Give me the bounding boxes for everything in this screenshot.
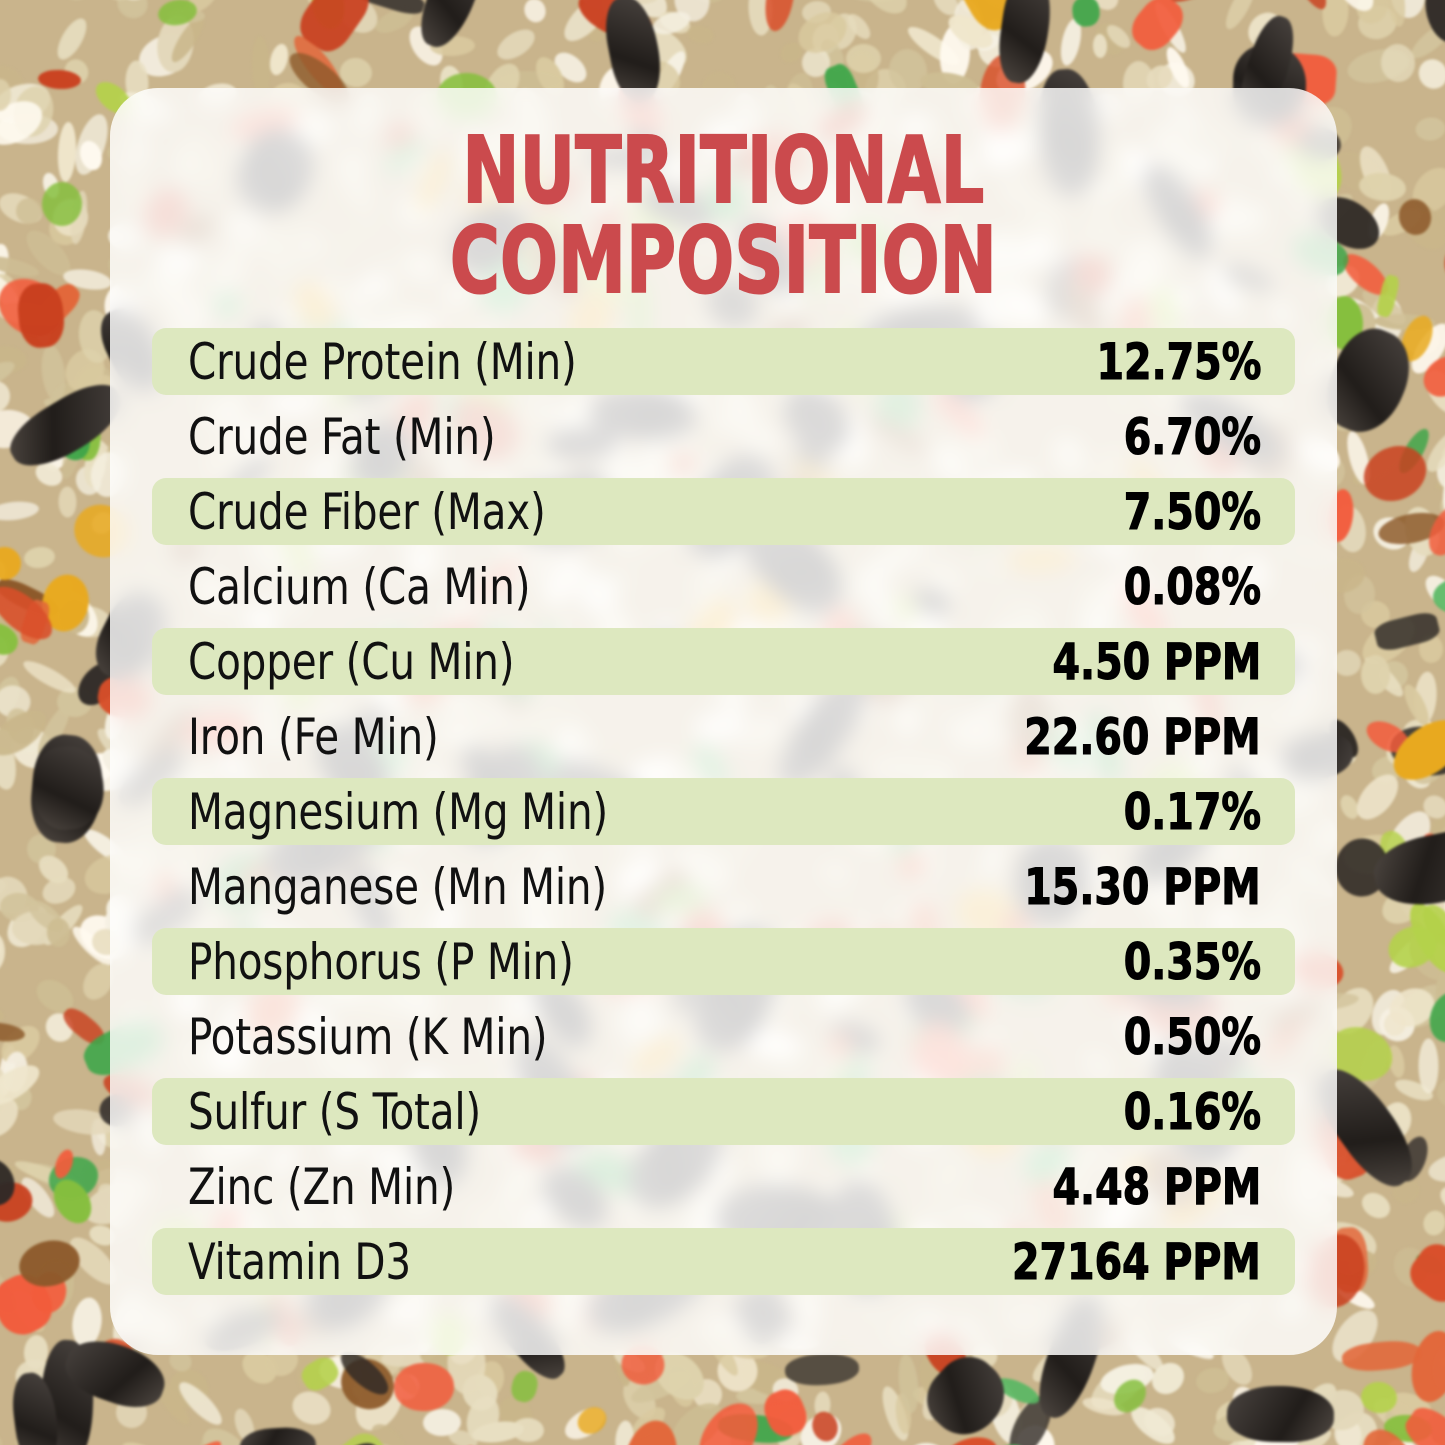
nutrient-value: 15.30 PPM xyxy=(1024,857,1261,916)
nutrient-value: 12.75% xyxy=(1096,332,1262,391)
nutrient-value: 0.17% xyxy=(1123,782,1261,841)
table-row: Vitamin D3 27164 PPM xyxy=(152,1228,1295,1295)
nutrient-value: 7.50% xyxy=(1123,482,1261,541)
nutrient-label: Sulfur (S Total) xyxy=(188,1082,482,1141)
nutrient-label: Magnesium (Mg Min) xyxy=(188,782,609,841)
nutrient-label: Crude Fat (Min) xyxy=(188,407,496,466)
nutrient-label: Manganese (Mn Min) xyxy=(188,857,608,916)
nutrient-value: 0.08% xyxy=(1123,557,1261,616)
nutrient-label: Iron (Fe Min) xyxy=(188,707,439,766)
table-row: Potassium (K Min) 0.50% xyxy=(152,1003,1295,1070)
table-row: Phosphorus (P Min) 0.35% xyxy=(152,928,1295,995)
nutrient-value: 22.60 PPM xyxy=(1024,707,1261,766)
nutrient-label: Copper (Cu Min) xyxy=(188,632,515,691)
nutrient-label: Crude Protein (Min) xyxy=(188,332,577,391)
nutrient-label: Vitamin D3 xyxy=(188,1232,411,1291)
nutrient-value: 4.50 PPM xyxy=(1052,632,1262,691)
nutrient-label: Crude Fiber (Max) xyxy=(188,482,546,541)
nutrient-label: Calcium (Ca Min) xyxy=(188,557,531,616)
nutrition-table: Crude Protein (Min) 12.75% Crude Fat (Min)… xyxy=(152,328,1295,1303)
nutrient-value: 0.16% xyxy=(1123,1082,1261,1141)
table-row: Crude Fiber (Max) 7.50% xyxy=(152,478,1295,545)
table-row: Iron (Fe Min) 22.60 PPM xyxy=(152,703,1295,770)
nutrient-value: 0.35% xyxy=(1123,932,1261,991)
table-row: Crude Protein (Min) 12.75% xyxy=(152,328,1295,395)
table-row: Manganese (Mn Min) 15.30 PPM xyxy=(152,853,1295,920)
table-row: Sulfur (S Total) 0.16% xyxy=(152,1078,1295,1145)
nutrient-label: Potassium (K Min) xyxy=(188,1007,548,1066)
nutrition-card: NUTRITIONAL COMPOSITION Crude Protein (M… xyxy=(110,88,1337,1355)
nutrient-value: 6.70% xyxy=(1123,407,1261,466)
table-row: Crude Fat (Min) 6.70% xyxy=(152,403,1295,470)
nutrient-value: 27164 PPM xyxy=(1012,1232,1262,1291)
title-line-1: NUTRITIONAL xyxy=(462,117,985,224)
table-row: Zinc (Zn Min) 4.48 PPM xyxy=(152,1153,1295,1220)
nutrient-value: 4.48 PPM xyxy=(1052,1157,1262,1216)
table-row: Calcium (Ca Min) 0.08% xyxy=(152,553,1295,620)
title-line-2: COMPOSITION xyxy=(449,207,998,315)
page-title: NUTRITIONAL COMPOSITION xyxy=(110,117,1337,315)
nutrient-label: Zinc (Zn Min) xyxy=(188,1157,456,1216)
nutrient-label: Phosphorus (P Min) xyxy=(188,932,574,991)
table-row: Copper (Cu Min) 4.50 PPM xyxy=(152,628,1295,695)
nutrient-value: 0.50% xyxy=(1123,1007,1261,1066)
table-row: Magnesium (Mg Min) 0.17% xyxy=(152,778,1295,845)
